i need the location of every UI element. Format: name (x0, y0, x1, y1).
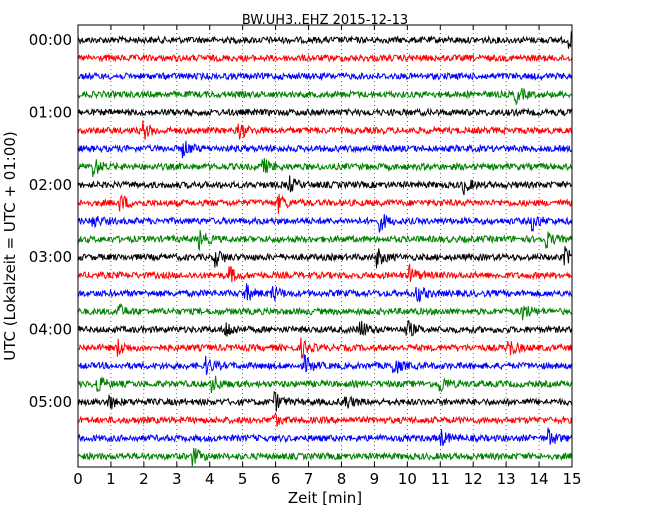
trace-0215 (77, 193, 573, 214)
trace-0300 (77, 246, 573, 269)
plot-area-frame (77, 24, 573, 468)
x-axis: 0 1 2 3 4 5 6 7 8 9 10 11 12 13 14 15 (73, 25, 582, 488)
x-tick-label: 2 (139, 470, 149, 488)
x-tick-label: 3 (172, 470, 182, 488)
x-tick-label: 8 (337, 470, 347, 488)
x-tick-label: 6 (271, 470, 281, 488)
x-tick-label: 11 (431, 470, 450, 488)
trace-0000 (77, 30, 573, 49)
trace-0045 (77, 87, 573, 106)
trace-0315 (77, 262, 573, 283)
y-tick-label: 01:00 (29, 103, 72, 121)
x-tick-label: 14 (530, 470, 549, 488)
trace-0200 (77, 175, 573, 196)
trace-0515 (77, 411, 573, 427)
traces-group (77, 30, 573, 467)
trace-0145 (77, 158, 573, 178)
trace-0245 (77, 229, 573, 252)
chart-title: BW.UH3..EHZ 2015-12-13 (242, 13, 408, 28)
x-tick-label: 0 (73, 470, 83, 488)
y-tick-label: 04:00 (29, 321, 72, 339)
trace-0345 (77, 303, 573, 321)
y-tick-label: 02:00 (29, 176, 72, 194)
y-axis-label: UTC (Lokalzeit = UTC + 01:00) (1, 131, 19, 361)
trace-0545 (77, 447, 573, 467)
trace-0430 (77, 353, 573, 376)
trace-0015 (77, 53, 573, 63)
x-tick-label: 5 (238, 470, 248, 488)
trace-0100 (77, 107, 573, 118)
y-tick-label: 00:00 (29, 31, 72, 49)
trace-0445 (77, 375, 573, 394)
x-tick-label: 4 (205, 470, 215, 488)
trace-0030 (77, 71, 573, 82)
x-tick-label: 12 (464, 470, 483, 488)
trace-0415 (77, 337, 573, 359)
x-axis-label: Zeit [min] (288, 489, 362, 507)
x-tick-label: 7 (304, 470, 314, 488)
x-tick-label: 9 (370, 470, 380, 488)
x-tick-label: 1 (106, 470, 116, 488)
trace-0530 (77, 427, 573, 447)
trace-0115 (77, 120, 573, 140)
x-tick-label: 10 (398, 470, 417, 488)
trace-0400 (77, 319, 573, 337)
trace-0500 (77, 390, 573, 412)
y-tick-label: 03:00 (29, 248, 72, 266)
y-axis: 00:00 01:00 02:00 03:00 04:00 05:00 (29, 31, 83, 411)
trace-0230 (77, 213, 573, 234)
x-tick-label: 13 (497, 470, 516, 488)
grid-lines (110, 25, 540, 467)
trace-0330 (77, 283, 573, 303)
y-tick-label: 05:00 (29, 393, 72, 411)
x-tick-label: 15 (562, 470, 581, 488)
trace-0130 (77, 140, 573, 159)
